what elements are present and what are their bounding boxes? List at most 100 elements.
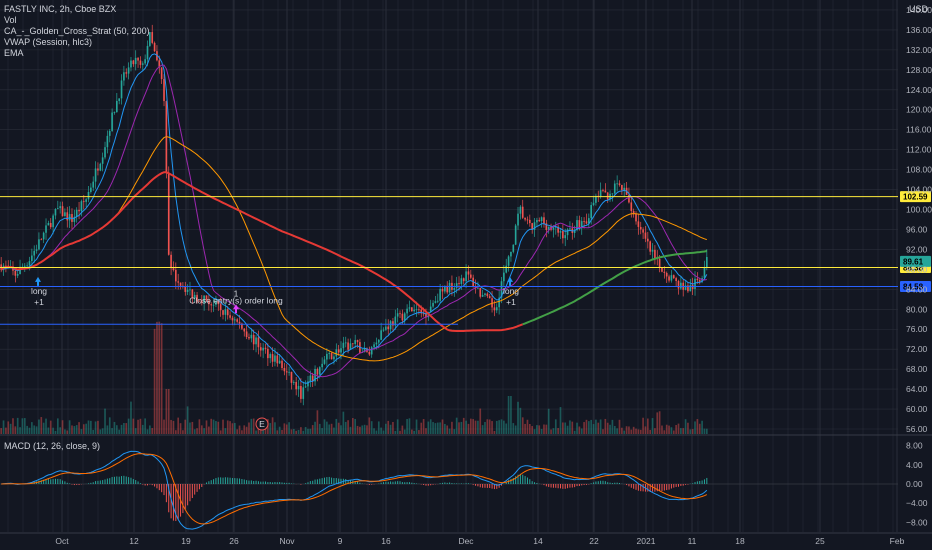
price-axis[interactable]: 56.00 60.00 64.00 68.00 72.00 76.00 80.00 84.00…: [906, 5, 932, 527]
indicator-legend[interactable]: FASTLY INC, 2h, Cboe BZX Vol CA_-_Golden…: [4, 4, 150, 59]
candle-body: [368, 351, 371, 355]
candle-body: [144, 59, 146, 64]
candle-body: [226, 309, 229, 316]
volume-bar: [670, 427, 673, 434]
volume-bar: [373, 428, 375, 434]
annotation-label: long: [31, 286, 47, 296]
candle-body: [422, 313, 425, 315]
time-tick-label: 16: [381, 536, 391, 546]
candle-body: [687, 285, 689, 292]
candle-body: [564, 235, 567, 239]
candle-body: [292, 382, 295, 383]
candle-body: [524, 217, 526, 220]
macd-tick-label: −4.00: [906, 498, 928, 508]
candle-body: [200, 301, 203, 303]
candle-body: [394, 316, 397, 326]
candle-body: [54, 209, 57, 216]
price-tick-label: 112.00: [906, 145, 932, 155]
candle-body: [318, 367, 321, 375]
candle-body: [307, 381, 309, 387]
volume-bar: [354, 418, 357, 434]
candle-body: [486, 293, 489, 297]
candle-body: [347, 342, 349, 350]
price-tick-label: 124.00: [906, 85, 932, 95]
legend-vwap[interactable]: VWAP (Session, hlc3): [4, 37, 93, 47]
volume-bar: [255, 430, 257, 434]
time-axis[interactable]: Oct 12 19 26 Nov 9 16 Dec 14 22 2021 11 18 25 Feb: [55, 536, 904, 546]
candle-body: [554, 226, 557, 228]
volume-bar: [578, 426, 581, 434]
volume-bar: [408, 418, 411, 434]
candle-body: [97, 168, 99, 171]
currency-label[interactable]: USD: [908, 4, 928, 14]
volume-bar: [174, 430, 177, 434]
macd-legend[interactable]: MACD (12, 26, close, 9): [4, 441, 101, 451]
volume-bar: [170, 419, 172, 434]
volume-bar: [658, 411, 661, 434]
candle-body: [186, 289, 189, 292]
candle-body: [557, 226, 559, 233]
candle-body: [198, 300, 201, 302]
candle-body: [120, 80, 123, 99]
candle-body: [224, 309, 227, 315]
volume-bar: [387, 420, 390, 434]
volume-bar: [179, 423, 182, 434]
candle-body: [99, 163, 102, 171]
candle-body: [335, 349, 338, 357]
volume-bar: [127, 418, 130, 434]
volume-bar: [420, 422, 423, 434]
legend-strategy[interactable]: CA_-_Golden_Cross_Strat (50, 200): [4, 26, 150, 36]
candle-body: [56, 208, 59, 210]
volume-bar: [302, 430, 305, 434]
volume-bar: [90, 420, 92, 434]
volume-bar: [580, 428, 583, 434]
volume-bar: [413, 430, 416, 434]
candle-body: [130, 60, 132, 68]
candle-body: [262, 347, 264, 351]
candle-body: [26, 265, 28, 267]
candle-body: [613, 183, 616, 194]
volume-bar: [590, 419, 593, 434]
candle-body: [160, 67, 163, 80]
ema-line: [1, 53, 708, 384]
candle-body: [151, 32, 154, 43]
candle-body: [689, 285, 692, 292]
volume-bar: [344, 421, 347, 434]
volume-bar: [172, 420, 175, 434]
candle-body: [139, 60, 142, 65]
candle-body: [40, 239, 43, 241]
volume-bar: [543, 424, 545, 434]
volume-bar: [484, 422, 486, 434]
candle-body: [257, 337, 260, 348]
candle-body: [92, 181, 95, 188]
candle-body: [392, 321, 394, 326]
candle-body: [149, 32, 151, 46]
volume-bar: [517, 401, 519, 434]
level-price-tag: [900, 191, 931, 203]
candle-body: [163, 79, 165, 102]
candle-body: [663, 271, 666, 273]
volume-bar: [434, 423, 437, 434]
volume-bar: [163, 419, 165, 434]
candle-body: [255, 337, 257, 345]
volume-bar: [177, 417, 180, 434]
last-price-label: 89.61: [903, 257, 924, 266]
legend-ema[interactable]: EMA: [4, 48, 24, 58]
candle-body: [106, 135, 109, 148]
candle-body: [503, 272, 505, 282]
candle-body: [33, 250, 36, 256]
last-price-tag: [900, 255, 931, 267]
symbol-title[interactable]: FASTLY INC, 2h, Cboe BZX: [4, 4, 117, 14]
volume-bar: [215, 421, 217, 434]
legend-volume[interactable]: Vol: [4, 15, 17, 25]
volume-bar: [446, 425, 449, 434]
volume-bar: [592, 424, 595, 434]
candle-body: [28, 261, 31, 266]
volume-bar: [451, 421, 453, 434]
horizontal-levels[interactable]: 102.59 88.38 84.58 89.61: [0, 191, 931, 325]
volume-bar: [436, 422, 439, 434]
volume-bar: [288, 422, 290, 434]
candle-body: [592, 202, 595, 206]
volume-bar: [137, 419, 139, 434]
